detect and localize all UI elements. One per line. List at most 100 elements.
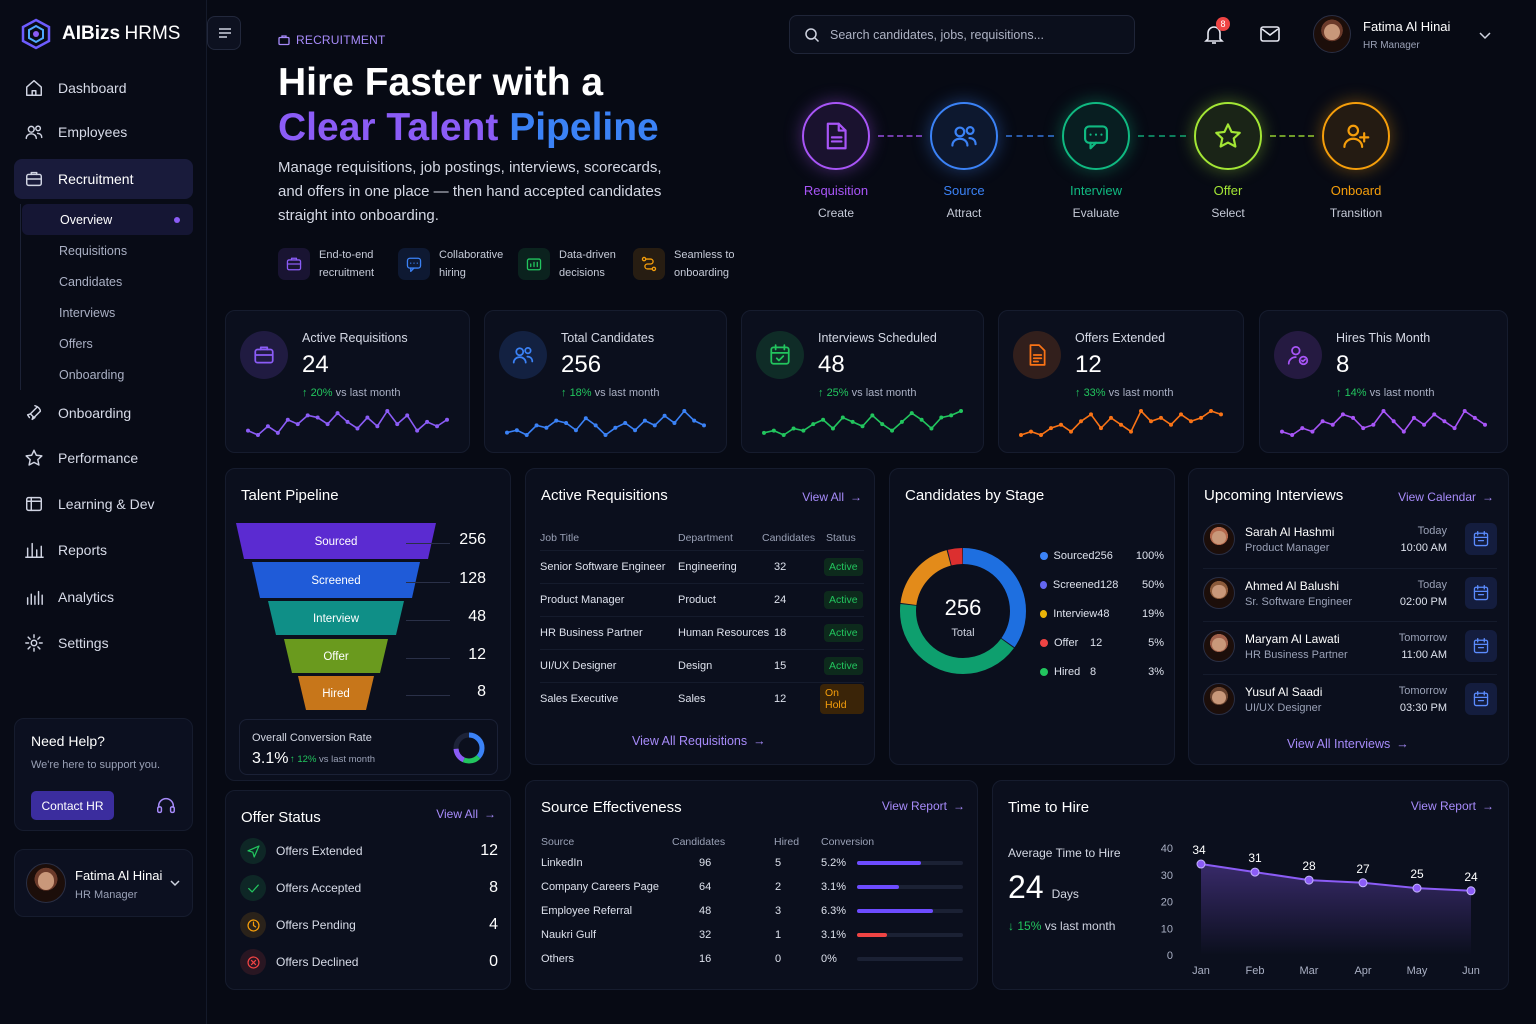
candidate-count: 32 [774, 561, 787, 573]
sparkline-point [583, 416, 588, 421]
source-name: Naukri Gulf [541, 929, 597, 941]
search-bar[interactable] [789, 15, 1135, 54]
sidebar-item-analytics[interactable]: Analytics [14, 577, 193, 617]
link-label: View All [802, 490, 844, 504]
table-row[interactable]: Company Careers Page 64 2 3.1% [541, 875, 965, 899]
legend-pct: 19% [1141, 608, 1164, 620]
table-row[interactable]: HR Business Partner Human Resources 18 Acti… [540, 616, 864, 649]
interview-day: Tomorrow [1398, 685, 1447, 697]
sidebar-user-card[interactable]: Fatima Al Hinai HR Manager [14, 849, 193, 917]
data-label: 24 [1464, 870, 1478, 884]
table-row[interactable]: Sales Executive Sales 12 On Hold [540, 682, 864, 715]
view-calendar-link[interactable]: View Calendar → [1398, 490, 1494, 504]
legend-count: 48 [1097, 608, 1110, 620]
sparkline-point [623, 421, 628, 425]
sidebar-item-reports[interactable]: Reports [14, 530, 193, 570]
candidate-role: Product Manager [1245, 542, 1330, 554]
stage-donut-chart [900, 548, 1026, 674]
data-point [1358, 878, 1368, 888]
subnav-item-onboarding[interactable]: Onboarding [59, 367, 125, 382]
offer-status-value: 4 [489, 916, 498, 933]
interview-row[interactable]: Maryam Al Lawati HR Business Partner Tomor… [1203, 621, 1497, 673]
stat-change-suffix: vs last month [594, 387, 660, 399]
search-input[interactable] [830, 27, 1120, 42]
sidebar-item-learning-dev[interactable]: Learning & Dev [14, 484, 193, 524]
view-all-requisitions-footer-link[interactable]: View All Requisitions → [632, 734, 766, 748]
interview-row[interactable]: Yusuf Al Saadi UI/UX Designer Tomorrow 03:3… [1203, 674, 1497, 726]
calendar-icon[interactable] [1465, 683, 1497, 715]
interview-row[interactable]: Ahmed Al Balushi Sr. Software Engineer Tod… [1203, 568, 1497, 620]
sidebar-item-onboarding[interactable]: Onboarding [14, 393, 193, 433]
subnav-item-overview[interactable]: Overview [22, 204, 193, 235]
stat-card-hires-this-month[interactable]: Hires This Month 8 ↑ 14% vs last month [1259, 310, 1508, 453]
avatar [26, 863, 66, 903]
sparkline-point [1442, 419, 1447, 424]
pipeline-step-onboard[interactable]: Onboard Transition [1306, 102, 1406, 220]
subnav-item-requisitions[interactable]: Requisitions [59, 243, 128, 258]
stat-card-total-candidates[interactable]: Total Candidates 256 ↑ 18% vs last month [484, 310, 727, 453]
offer-status-row[interactable]: Offers Extended 12 [240, 835, 498, 867]
sparkline-point [1452, 426, 1457, 431]
funnel-stage-interview [268, 601, 404, 635]
calendar-icon[interactable] [1465, 630, 1497, 662]
subnav-item-interviews[interactable]: Interviews [59, 305, 116, 320]
headset-icon[interactable] [155, 795, 177, 817]
x-tick-label: Mar [1300, 965, 1319, 977]
table-row[interactable]: UI/UX Designer Design 15 Active [540, 649, 864, 682]
sidebar-item-settings[interactable]: Settings [14, 623, 193, 663]
offer-status-row[interactable]: Offers Declined 0 [240, 946, 498, 978]
app-logo[interactable]: AIBizs HRMS [20, 18, 180, 50]
table-row[interactable]: LinkedIn 96 5 5.2% [541, 851, 965, 875]
hero-feature-label: Seamless to onboarding [674, 249, 735, 279]
sidebar-item-label: Analytics [58, 589, 115, 605]
calendar-icon[interactable] [1465, 577, 1497, 609]
interview-row[interactable]: Sarah Al Hashmi Product Manager Today 10:00… [1203, 515, 1497, 567]
view-all-interviews-link[interactable]: View All Interviews → [1287, 737, 1409, 751]
offer-status-row[interactable]: Offers Pending 4 [240, 909, 498, 941]
view-all-offers-link[interactable]: View All → [436, 807, 496, 821]
table-row[interactable]: Product Manager Product 24 Active [540, 583, 864, 616]
subnav-item-offers[interactable]: Offers [59, 336, 93, 351]
star-icon [24, 448, 44, 468]
sidebar-user-name: Fatima Al Hinai [75, 868, 163, 883]
subnav-item-candidates[interactable]: Candidates [59, 274, 123, 289]
table-row[interactable]: Employee Referral 48 3 6.3% [541, 899, 965, 923]
table-row[interactable]: Senior Software Engineer Engineering 32 Act… [540, 550, 864, 583]
pipeline-step-source[interactable]: Source Attract [914, 102, 1014, 220]
status-badge: Active [824, 591, 863, 609]
column-header: Job Title [540, 531, 580, 544]
sparkline-point [899, 419, 904, 424]
stat-card-offers-extended[interactable]: Offers Extended 12 ↑ 33% vs last month [998, 310, 1244, 453]
sidebar-item-performance[interactable]: Performance [14, 438, 193, 478]
mail-icon[interactable] [1259, 24, 1281, 44]
contact-hr-button[interactable]: Contact HR [31, 791, 114, 820]
calendar-icon[interactable] [1465, 523, 1497, 555]
sidebar-item-dashboard[interactable]: Dashboard [14, 68, 193, 108]
notification-button[interactable]: 8 [1202, 17, 1230, 51]
sidebar-item-employees[interactable]: Employees [14, 112, 193, 152]
chevron-down-icon[interactable] [169, 877, 181, 889]
header-user-menu[interactable]: Fatima Al Hinai HR Manager [1313, 15, 1533, 55]
sparkline-point [1462, 409, 1467, 413]
sidebar-item-recruitment[interactable]: Recruitment [14, 159, 193, 199]
stat-card-active-requisitions[interactable]: Active Requisitions 24 ↑ 20% vs last month [225, 310, 470, 453]
source-candidates: 48 [699, 905, 712, 917]
sparkline-point [573, 428, 578, 433]
menu-toggle-button[interactable] [207, 16, 241, 50]
funnel-connector [406, 658, 450, 659]
view-time-report-link[interactable]: View Report → [1411, 799, 1494, 813]
pipeline-step-offer[interactable]: Offer Select [1178, 102, 1278, 220]
funnel-stage-value: 48 [468, 608, 486, 625]
conversion-bar-fill [857, 885, 900, 889]
legend-dot [1040, 610, 1048, 618]
step-subtitle: Evaluate [1072, 206, 1120, 220]
table-row[interactable]: Naukri Gulf 32 1 3.1% [541, 923, 965, 947]
pipeline-step-requisition[interactable]: Requisition Create [786, 102, 886, 220]
view-source-report-link[interactable]: View Report → [882, 799, 965, 813]
sparkline-point [762, 430, 766, 435]
view-all-requisitions-link[interactable]: View All → [802, 490, 862, 504]
stat-card-interviews-scheduled[interactable]: Interviews Scheduled 48 ↑ 25% vs last mont… [741, 310, 984, 453]
table-row[interactable]: Others 16 0 0% [541, 947, 965, 971]
pipeline-step-interview[interactable]: Interview Evaluate [1046, 102, 1146, 220]
offer-status-row[interactable]: Offers Accepted 8 [240, 872, 498, 904]
